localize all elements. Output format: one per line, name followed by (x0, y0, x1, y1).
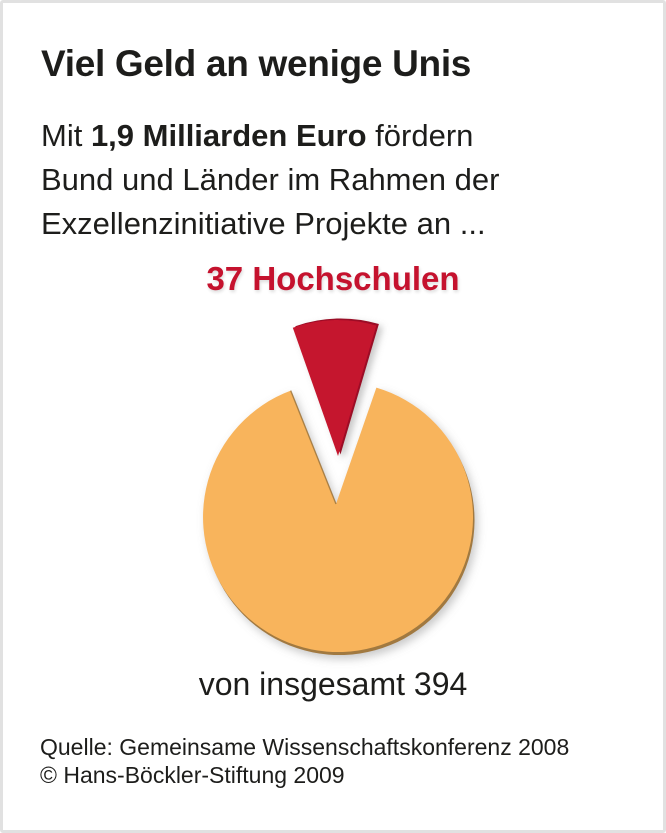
intro-line-2: Bund und Länder im Rahmen der (41, 162, 500, 197)
pie-cut-edge-line (290, 390, 337, 505)
pie-chart (203, 318, 475, 656)
source-line: Quelle: Gemeinsame Wissenschaftskonferen… (40, 734, 570, 760)
intro-paragraph: Mit 1,9 Milliarden Euro fördern Bund und… (41, 114, 499, 246)
intro-line1-highlight: 1,9 Milliarden Euro (90, 118, 367, 153)
exploded-slice-group (292, 318, 379, 456)
source-block: Quelle: Gemeinsame Wissenschaftskonferen… (40, 733, 569, 789)
total-label: von insgesamt 394 (198, 666, 468, 702)
exploded-slice (292, 319, 377, 456)
intro-line1-pre: Mit (41, 118, 91, 153)
copyright-line: © Hans-Böckler-Stiftung 2009 (40, 762, 345, 788)
intro-line-1: Mit 1,9 Milliarden Euro fördern (41, 114, 499, 158)
chart-title: Viel Geld an wenige Unis (41, 43, 472, 84)
intro-line1-post: fördern (366, 118, 474, 153)
intro-line-3: Exzellenzinitiative Projekte an ... (41, 206, 486, 241)
pie-body-group (203, 387, 475, 656)
pie-body-slice (203, 387, 474, 653)
callout-label: 37 Hochschulen (206, 260, 460, 297)
